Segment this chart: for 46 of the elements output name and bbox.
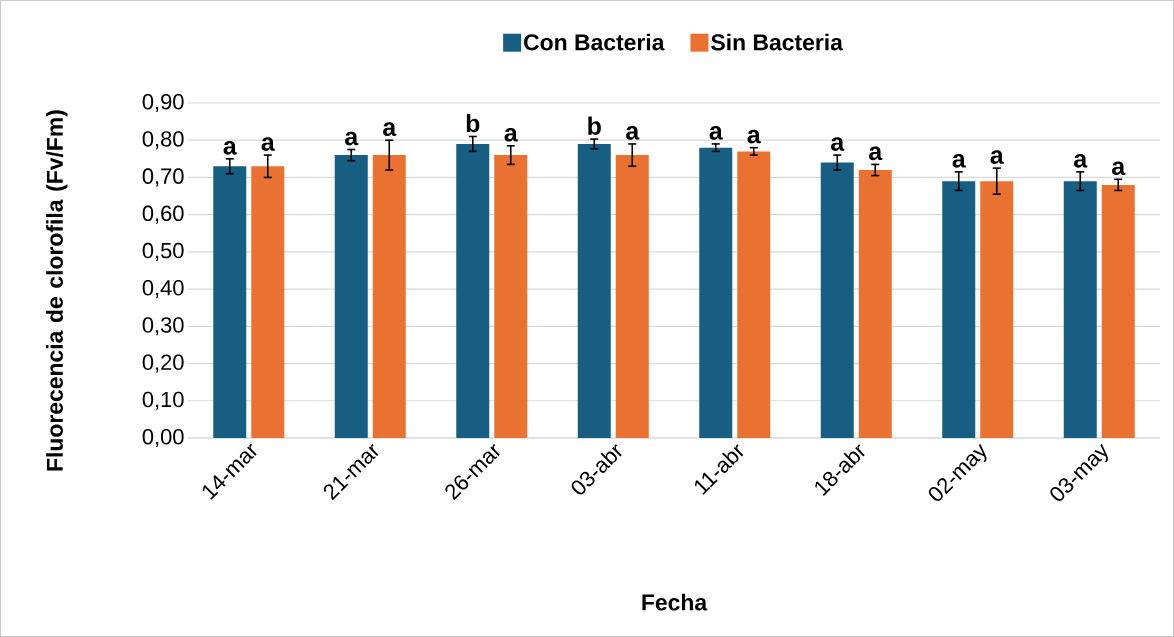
- data-label: a: [504, 127, 518, 142]
- data-label: a: [831, 137, 845, 151]
- data-label: a: [869, 146, 883, 161]
- bar: [251, 166, 285, 438]
- bar: [1101, 184, 1135, 438]
- data-label: a: [626, 126, 640, 140]
- x-axis-title: Fecha: [642, 593, 708, 611]
- bar: [942, 181, 976, 438]
- y-tick-label: 0,50: [142, 242, 184, 261]
- bar: [820, 162, 854, 438]
- data-label: b: [466, 114, 480, 133]
- y-axis-title: Fluorecencia de clorofila (Fv/Fm): [46, 110, 68, 471]
- y-tick-label: 0,70: [142, 168, 184, 187]
- y-tick-label: 0,60: [142, 205, 184, 224]
- bar: [1063, 181, 1097, 438]
- data-label: a: [383, 122, 397, 137]
- data-label: a: [990, 150, 1004, 164]
- y-tick-label: 0,30: [142, 317, 184, 336]
- y-tick-label: 0,10: [142, 391, 184, 410]
- y-tick-label: 0,00: [142, 428, 184, 448]
- bar: [980, 181, 1014, 438]
- data-label: a: [223, 140, 237, 155]
- bar: [615, 155, 649, 438]
- data-label: a: [1074, 154, 1088, 168]
- bar: [737, 151, 771, 438]
- y-tick-label: 0,40: [142, 280, 184, 299]
- data-label: a: [345, 131, 359, 146]
- bar: [213, 166, 247, 438]
- y-tick-label: 0,90: [142, 93, 184, 113]
- y-tick-label: 0,80: [142, 131, 184, 150]
- bar: [456, 143, 490, 438]
- data-label: a: [709, 126, 723, 140]
- data-label: a: [1112, 161, 1126, 176]
- bar: [577, 143, 611, 438]
- data-label: a: [747, 129, 761, 144]
- data-label: a: [952, 154, 966, 168]
- data-label: a: [261, 137, 275, 151]
- data-label: b: [588, 116, 601, 135]
- bar: [858, 169, 892, 438]
- y-tick-label: 0,20: [142, 354, 184, 373]
- legend-label: Sin Bacteria: [711, 33, 844, 51]
- bar: [334, 155, 368, 438]
- legend-label: Con Bacteria: [524, 33, 665, 51]
- bar: [494, 155, 528, 438]
- bar: [699, 147, 733, 438]
- bar: [372, 155, 406, 438]
